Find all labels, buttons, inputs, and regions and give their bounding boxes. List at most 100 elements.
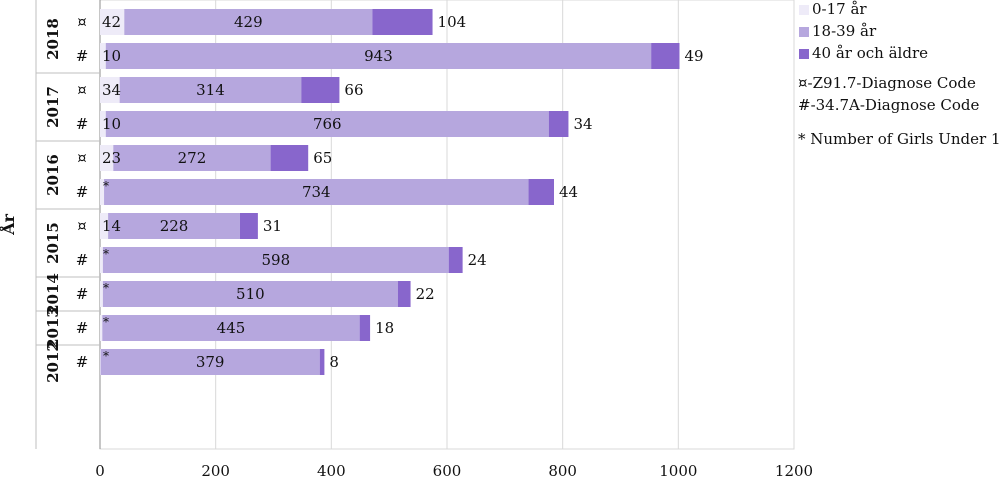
year-label: 2017 [44, 86, 62, 128]
data-label: 104 [438, 13, 467, 31]
data-label: 379 [196, 353, 225, 371]
grid-lines [99, 0, 795, 450]
bar-segment-1 [100, 43, 106, 69]
bar-segment-3 [397, 281, 411, 307]
data-label: 734 [302, 183, 331, 201]
bar-segment-2 [102, 315, 360, 341]
data-labels: 42 429 104 10 943 49 34 314 66 10 766 34 23 272 65 * 734… [102, 13, 704, 371]
data-label: 943 [364, 47, 393, 65]
bar-segment-2 [102, 247, 449, 273]
legend-label: 40 år och äldre [812, 44, 928, 62]
bar-segment-1 [100, 111, 106, 137]
year-label: 2015 [44, 222, 62, 264]
data-label: 42 [102, 13, 121, 31]
data-label: 31 [263, 217, 282, 235]
data-label: * [103, 247, 109, 261]
data-label: * [103, 315, 109, 329]
bars [100, 9, 680, 375]
bar-segment-3 [239, 213, 258, 239]
x-tick-label: 200 [201, 462, 230, 480]
data-label: 34 [573, 115, 592, 133]
legend-swatch-18-39 [799, 27, 809, 37]
row-code-label: ¤ [77, 149, 87, 167]
bar-segment-3 [651, 43, 680, 69]
year-label: 2018 [44, 18, 62, 60]
bar-segment-2 [124, 9, 373, 35]
data-label: 8 [329, 353, 339, 371]
data-label: 228 [160, 217, 189, 235]
bar-segment-3 [319, 349, 325, 375]
bar-segment-1 [100, 247, 103, 273]
legend-note: * Number of Girls Under 10 [798, 130, 1000, 148]
data-label: 66 [344, 81, 363, 99]
data-label: 10 [102, 115, 121, 133]
data-label: 65 [313, 149, 332, 167]
data-label: 766 [313, 115, 342, 133]
x-tick-label: 1000 [659, 462, 697, 480]
row-code-label: ¤ [77, 13, 87, 31]
bar-segment-1 [100, 213, 109, 239]
row-code-label: # [76, 251, 89, 269]
legend-label: 18-39 år [812, 22, 877, 40]
bar-segment-2 [105, 43, 652, 69]
data-label: 34 [102, 81, 121, 99]
legend-note: #-34.7A-Diagnose Code [798, 96, 980, 114]
data-label: 445 [217, 319, 246, 337]
data-label: 23 [102, 149, 121, 167]
data-label: 14 [102, 217, 121, 235]
bar-segment-2 [108, 213, 240, 239]
year-label: 2014 [44, 273, 62, 315]
bar-segment-1 [100, 315, 103, 341]
category-labels: 2018 ¤ #2017 ¤ #2016 ¤ #2015 ¤ #2014 #2013 #2012 # [44, 13, 88, 383]
data-label: * [103, 179, 109, 193]
data-label: 22 [416, 285, 435, 303]
x-tick-label: 1200 [775, 462, 813, 480]
data-label: * [103, 281, 109, 295]
data-label: 314 [196, 81, 225, 99]
bar-segment-3 [528, 179, 554, 205]
legend-note: ¤-Z91.7-Diagnose Code [798, 74, 976, 92]
bar-segment-2 [104, 179, 529, 205]
bar-segment-2 [105, 111, 549, 137]
bar-segment-3 [270, 145, 309, 171]
bar-segment-3 [301, 77, 340, 103]
x-tick-label: 400 [317, 462, 346, 480]
x-tick-labels: 0 200 400 600 800 1000 1200 [95, 462, 813, 480]
bar-segment-3 [448, 247, 463, 273]
row-code-label: ¤ [77, 217, 87, 235]
x-tick-label: 600 [433, 462, 462, 480]
year-label: 2012 [44, 341, 62, 383]
row-code-label: # [76, 319, 89, 337]
bar-segment-1 [100, 77, 120, 103]
bar-segment-3 [359, 315, 371, 341]
data-label: 510 [236, 285, 265, 303]
bar-segment-2 [100, 349, 320, 375]
legend-swatch-40-plus [799, 49, 809, 59]
row-code-label: # [76, 353, 89, 371]
row-code-label: # [76, 183, 89, 201]
bar-segment-2 [113, 145, 271, 171]
data-label: * [103, 349, 109, 363]
legend-swatch-0-17 [799, 5, 809, 15]
bar-segment-2 [102, 281, 398, 307]
data-label: 272 [178, 149, 207, 167]
year-label: 2016 [44, 154, 62, 196]
bar-segment-1 [100, 9, 125, 35]
bar-segment-3 [548, 111, 569, 137]
year-label: 2013 [44, 307, 62, 349]
bar-segment-1 [100, 145, 114, 171]
data-label: 429 [234, 13, 263, 31]
row-code-label: # [76, 285, 89, 303]
data-label: 24 [468, 251, 487, 269]
row-code-label: ¤ [77, 81, 87, 99]
x-tick-label: 800 [548, 462, 577, 480]
data-label: 10 [102, 47, 121, 65]
bar-segment-3 [372, 9, 433, 35]
legend-label: 0-17 år [812, 0, 867, 18]
data-label: 18 [375, 319, 394, 337]
bar-segment-1 [100, 179, 105, 205]
data-label: 49 [684, 47, 703, 65]
data-label: 598 [261, 251, 290, 269]
row-code-label: # [76, 115, 89, 133]
